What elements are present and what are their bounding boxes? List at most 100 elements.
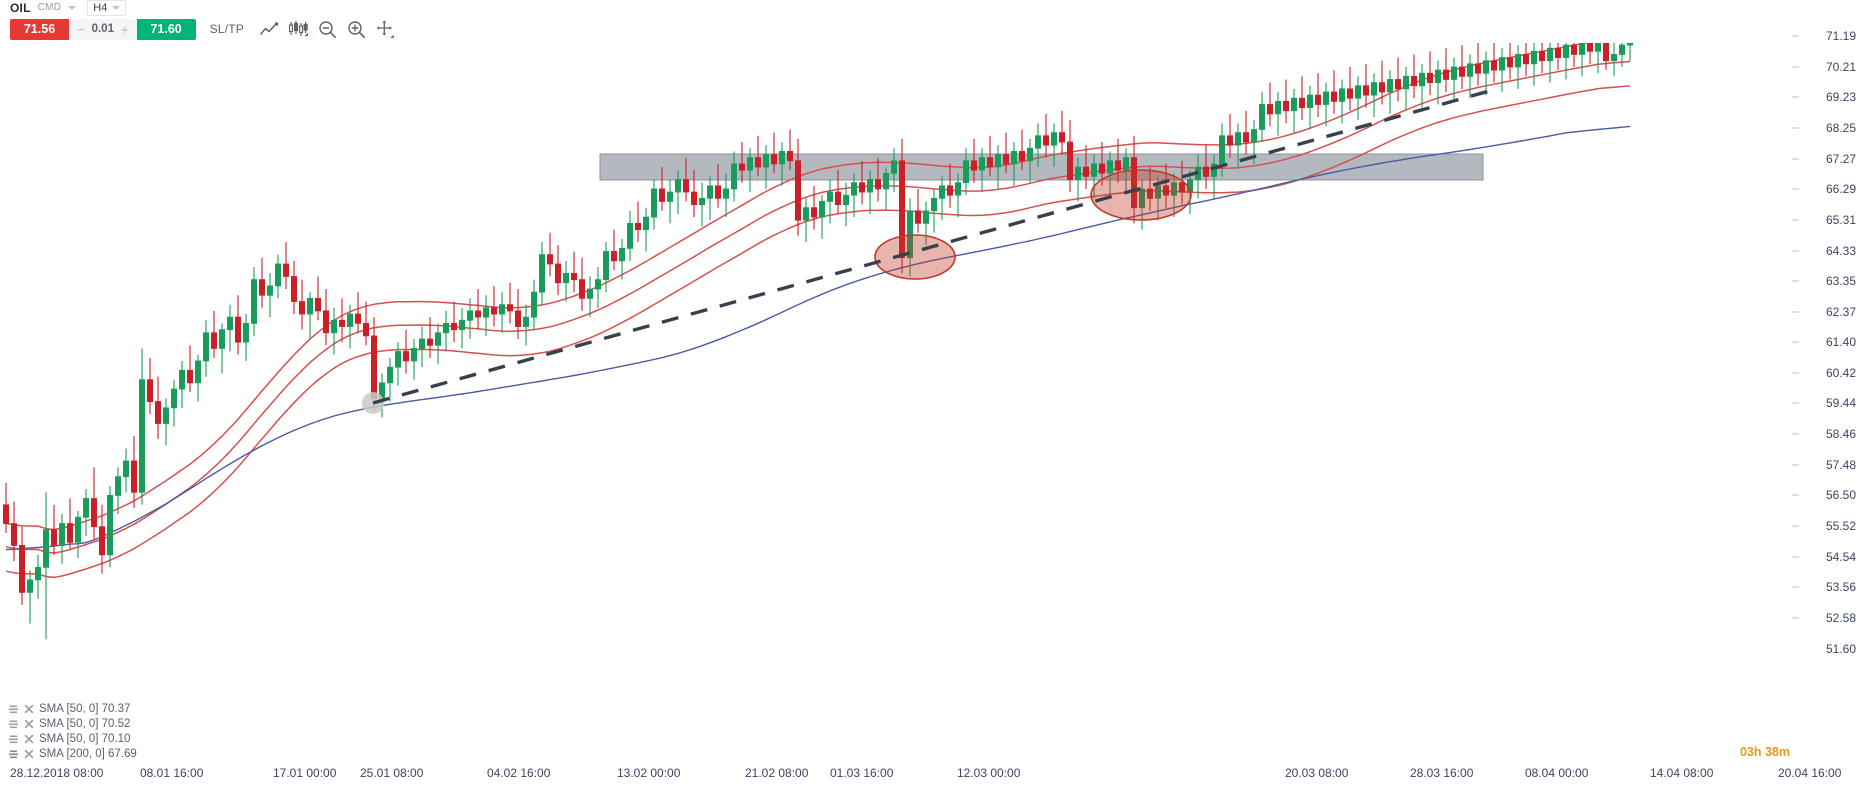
candle [843,182,850,227]
legend-row[interactable]: SMA [50, 0] 70.52 [8,717,137,731]
price-tick-mark [1792,556,1799,558]
candle [1419,63,1426,108]
price-tick-label: 57.48 [1825,457,1856,472]
chart-plot-area[interactable] [0,43,1790,763]
price-tick-mark [1792,402,1799,404]
candle [1411,54,1418,99]
chevron-down-icon [112,5,121,10]
indicator-settings-icon[interactable] [8,704,19,715]
candle [691,170,698,218]
candle [1323,82,1330,127]
candle [338,298,345,343]
candle [1595,43,1602,74]
candle [1011,142,1018,186]
candle [1171,173,1178,218]
legend-label: SMA [200, 0] 67.69 [39,748,137,760]
last-price-label: 51.60 [1825,641,1856,656]
candle [1491,43,1498,83]
chevron-down-icon[interactable] [68,5,77,10]
candle [995,145,1002,189]
zoom-out-icon[interactable] [316,18,339,41]
ascending-trendline[interactable] [362,86,1501,414]
candle [787,129,794,171]
candle [539,242,546,305]
close-icon[interactable] [24,749,34,759]
increase-volume-button[interactable]: + [120,21,129,37]
timeframe-label: H4 [93,1,108,14]
candle [123,448,130,493]
candle [306,292,313,340]
price-tick-label: 54.54 [1825,549,1856,564]
candle [75,511,82,558]
candle [1307,85,1314,130]
decrease-volume-button[interactable]: − [77,21,85,37]
time-tick-label: 08.01 16:00 [140,766,204,780]
indicator-settings-icon[interactable] [8,719,19,730]
symbol-name[interactable]: OIL [10,0,31,15]
candle [851,173,858,218]
bid-price-button[interactable]: 71.56 [10,18,69,40]
candle [947,163,954,208]
line-chart-icon[interactable] [258,18,281,41]
close-icon[interactable] [24,704,34,714]
price-tick-label: 70.21 [1825,59,1856,74]
candle [1515,45,1522,89]
legend-row[interactable]: SMA [200, 0] 67.69 [8,747,137,761]
support-test-ellipse-2[interactable] [1090,169,1192,221]
candle [51,504,58,555]
candle [1379,60,1386,105]
candle [442,310,449,352]
candle [67,498,74,549]
candle [282,242,289,290]
candle [971,138,978,183]
time-tick-label: 14.04 08:00 [1650,766,1714,780]
candle [1107,151,1114,196]
indicator-settings-icon[interactable] [8,749,19,760]
candle [707,176,714,221]
chart-canvas[interactable] [0,43,1790,763]
candle [1451,57,1458,102]
close-icon[interactable] [24,719,34,729]
time-axis[interactable]: 28.12.2018 08:00 08.01 16:00 17.01 00:00 25… [0,763,1862,786]
price-axis[interactable]: 71.19 70.21 69.23 68.25 67.27 66.29 65.31 64.33… [1790,29,1862,763]
candle [418,326,425,368]
support-test-ellipse-1[interactable] [874,234,956,280]
candle [1427,51,1434,96]
candle [3,482,9,533]
timeframe-selector[interactable]: H4 [87,0,127,16]
sltp-toggle[interactable]: SL/TP [209,22,244,36]
zoom-in-icon[interactable] [345,18,368,41]
price-tick-label: 67.27 [1825,151,1856,166]
legend-label: SMA [50, 0] 70.10 [39,733,131,745]
crosshair-move-icon[interactable] [374,18,397,41]
candle [603,242,610,293]
candle [963,148,970,196]
candle [234,295,241,355]
sma-50-line-3 [5,85,1631,579]
candle [226,304,233,352]
candle [1443,48,1450,92]
candle [218,323,225,374]
candle [1563,43,1570,80]
candlestick-icon[interactable] [287,18,310,41]
legend-row[interactable]: SMA [50, 0] 70.10 [8,732,137,746]
indicator-settings-icon[interactable] [8,734,19,745]
time-tick-label: 13.02 00:00 [617,766,681,780]
bar-countdown-timer: 03h 38m [1739,745,1790,759]
close-icon[interactable] [24,734,34,744]
candle [1019,129,1026,171]
candle [258,257,265,308]
candle [426,317,433,358]
highlight-ellipses[interactable] [874,169,1192,280]
candle [979,148,986,193]
candle [322,289,329,346]
candle [1051,123,1058,168]
legend-row[interactable]: SMA [50, 0] 70.37 [8,702,137,716]
candle [571,251,578,293]
candle [386,357,393,402]
ask-price-button[interactable]: 71.60 [136,18,196,40]
candle [1179,160,1186,205]
candle [458,307,465,349]
price-tick-mark [1792,66,1799,68]
candle [683,157,690,202]
